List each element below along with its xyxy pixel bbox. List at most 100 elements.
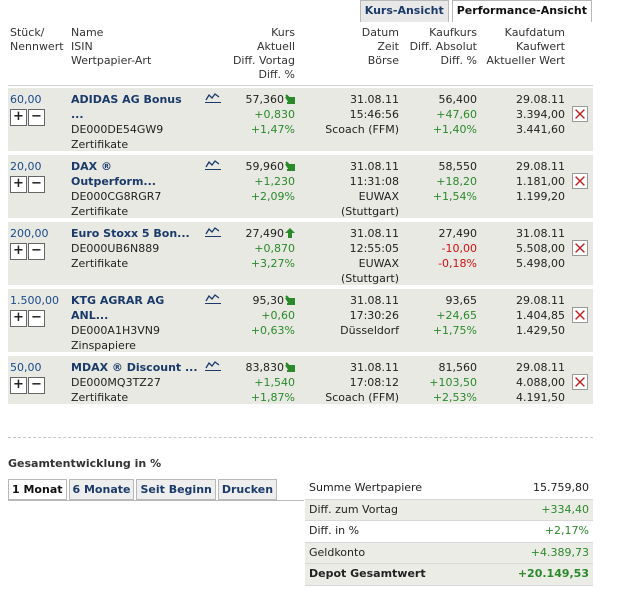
- delete-icon[interactable]: [572, 307, 588, 323]
- kaufdatum: 29.08.11: [516, 160, 565, 173]
- datum: 31.08.11: [350, 93, 399, 106]
- datum: 31.08.11: [350, 361, 399, 374]
- minus-button[interactable]: −: [28, 310, 45, 327]
- isin: DE000MQ3TZ27: [71, 376, 161, 389]
- summary-row: Depot Gesamtwert +20.149,53: [305, 564, 593, 586]
- diff-prozent: +1,47%: [250, 123, 295, 136]
- isin: DE000DE54GW9: [71, 123, 164, 136]
- delete-icon[interactable]: [572, 173, 588, 189]
- kauf-diff-prozent: +1,40%: [432, 123, 477, 136]
- isin: DE000CG8RGR7: [71, 190, 162, 203]
- security-name-cont[interactable]: ANL...: [71, 309, 109, 322]
- kurs-cell: 83,830 +1,540 +1,87%: [246, 360, 295, 405]
- boerse: EUWAX: [358, 190, 399, 203]
- summary-row: Diff. zum Vortag +334,40: [305, 499, 593, 521]
- stueck-value[interactable]: 1.500,00: [10, 294, 59, 307]
- datum-cell: 31.08.11 11:31:08 EUWAX (Stuttgart): [341, 159, 399, 219]
- plus-button[interactable]: +: [10, 176, 27, 193]
- minus-button[interactable]: −: [28, 109, 45, 126]
- security-info: DAX ® Outperform... DE000CG8RGR7 Zertifi…: [71, 159, 206, 219]
- tab-performance-ansicht[interactable]: Performance-Ansicht: [451, 0, 592, 22]
- plus-button[interactable]: +: [10, 109, 27, 126]
- plus-button[interactable]: +: [10, 377, 27, 394]
- kurs-cell: 95,30 +0,60 +0,63%: [251, 293, 295, 338]
- chart-icon[interactable]: [205, 226, 221, 237]
- security-name-cont[interactable]: Outperform...: [71, 175, 156, 188]
- security-name[interactable]: DAX ®: [71, 160, 112, 173]
- security-name[interactable]: KTG AGRAR AG: [71, 294, 165, 307]
- qty-stepper: + −: [10, 310, 45, 327]
- kaufdatum-cell: 31.08.11 5.508,00 5.498,00: [516, 226, 565, 271]
- drucken-button[interactable]: Drucken: [217, 479, 278, 500]
- qty-stepper: + −: [10, 109, 45, 126]
- boerse: Düsseldorf: [340, 324, 399, 337]
- kaufkurs-cell: 81,560 +103,50 +2,53%: [429, 360, 477, 405]
- kaufkurs-cell: 58,550 +18,20 +1,54%: [433, 159, 477, 204]
- stueck-value[interactable]: 50,00: [10, 361, 42, 374]
- kaufkurs-cell: 93,65 +24,65 +1,75%: [433, 293, 477, 338]
- aktueller-wert: 4.191,50: [516, 391, 565, 404]
- kaufwert: 4.088,00: [516, 376, 565, 389]
- stueck-value[interactable]: 20,00: [10, 160, 42, 173]
- security-type: Zertifikate: [71, 138, 129, 151]
- security-name[interactable]: MDAX ® Discount ...: [71, 361, 198, 374]
- boerse: Scoach (FFM): [325, 123, 399, 136]
- summary-row: Diff. in % +2,17%: [305, 521, 593, 543]
- diff-absolut: +47,60: [436, 108, 477, 121]
- minus-button[interactable]: −: [28, 176, 45, 193]
- kauf-diff-prozent: +2,53%: [432, 391, 477, 404]
- chart-icon[interactable]: [205, 92, 221, 103]
- stueck-value[interactable]: 200,00: [10, 227, 49, 240]
- table-row: 1.500,00 + − KTG AGRAR AG ANL... DE000A1…: [8, 289, 593, 352]
- kaufwert: 1.404,85: [516, 309, 565, 322]
- diff-prozent: +2,09%: [250, 190, 295, 203]
- table-row: 60,00 + − ADIDAS AG Bonus ... DE000DE54G…: [8, 88, 593, 151]
- tab-6-monate[interactable]: 6 Monate: [68, 479, 135, 500]
- kaufkurs-cell: 56,400 +47,60 +1,40%: [433, 92, 477, 137]
- kaufwert: 1.181,00: [516, 175, 565, 188]
- delete-icon[interactable]: [572, 240, 588, 256]
- plus-button[interactable]: +: [10, 310, 27, 327]
- qty-stepper: + −: [10, 243, 45, 260]
- table-row: 20,00 + − DAX ® Outperform... DE000CG8RG…: [8, 155, 593, 218]
- security-name[interactable]: Euro Stoxx 5 Bon...: [71, 227, 190, 240]
- summary-table: Summe Wertpapiere 15.759,80 Diff. zum Vor…: [305, 478, 593, 586]
- aktueller-wert: 3.441,60: [516, 123, 565, 136]
- delete-icon[interactable]: [572, 106, 588, 122]
- view-tabs: Kurs-Ansicht Performance-Ansicht: [357, 0, 592, 22]
- boerse: (Stuttgart): [340, 205, 399, 218]
- summary-label: Summe Wertpapiere: [309, 481, 423, 494]
- minus-button[interactable]: −: [28, 377, 45, 394]
- tab-kurs-ansicht[interactable]: Kurs-Ansicht: [359, 0, 449, 22]
- plus-button[interactable]: +: [10, 243, 27, 260]
- tab-1-monat[interactable]: 1 Monat: [8, 479, 67, 500]
- kaufkurs: 56,400: [438, 93, 478, 106]
- arrow-down-right-icon: [285, 94, 295, 104]
- kaufdatum-cell: 29.08.11 3.394,00 3.441,60: [516, 92, 565, 137]
- qty-stepper: + −: [10, 377, 45, 394]
- stueck-value[interactable]: 60,00: [10, 93, 42, 106]
- security-name-cont[interactable]: ...: [71, 108, 84, 121]
- minus-button[interactable]: −: [28, 243, 45, 260]
- chart-icon[interactable]: [205, 159, 221, 170]
- arrow-up-icon: [285, 228, 295, 238]
- arrow-down-right-icon: [285, 362, 295, 372]
- kaufwert: 3.394,00: [516, 108, 565, 121]
- aktueller-wert: 5.498,00: [516, 257, 565, 270]
- diff-vortag: +0,870: [254, 242, 295, 255]
- chart-icon[interactable]: [205, 293, 221, 304]
- chart-icon[interactable]: [205, 360, 221, 371]
- kaufkurs: 58,550: [438, 160, 478, 173]
- datum-cell: 31.08.11 17:30:26 Düsseldorf: [340, 293, 399, 338]
- summary-row: Summe Wertpapiere 15.759,80: [305, 478, 593, 500]
- kurs-cell: 59,960 +1,230 +2,09%: [246, 159, 295, 204]
- kurs-cell: 27,490 +0,870 +3,27%: [246, 226, 295, 271]
- security-name[interactable]: ADIDAS AG Bonus: [71, 93, 182, 106]
- delete-icon[interactable]: [572, 374, 588, 390]
- summary-value: +2,17%: [544, 524, 589, 537]
- tab-seit-beginn[interactable]: Seit Beginn: [136, 479, 216, 500]
- header-kurs: Kurs Aktuell Diff. Vortag Diff. %: [232, 26, 295, 81]
- kaufdatum-cell: 29.08.11 4.088,00 4.191,50: [516, 360, 565, 405]
- kurs-cell: 57,360 +0,830 +1,47%: [246, 92, 295, 137]
- kaufdatum: 31.08.11: [516, 227, 565, 240]
